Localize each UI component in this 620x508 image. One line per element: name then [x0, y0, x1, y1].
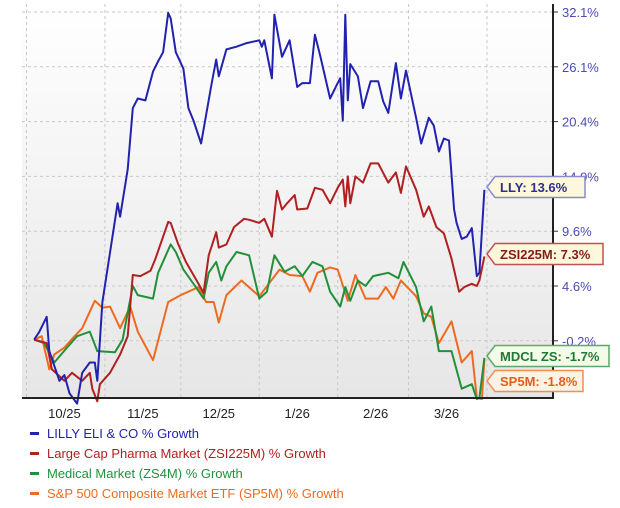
end-value-tag-box — [486, 369, 584, 393]
plot-background — [22, 4, 553, 398]
legend-swatch — [30, 451, 39, 455]
y-tick-label: 4.6% — [562, 279, 592, 294]
legend-item: Medical Market (ZS4M) % Growth — [30, 463, 344, 483]
end-value-tag-box — [486, 175, 586, 199]
y-tick-label: 26.1% — [562, 60, 599, 75]
end-value-tag: SP5M: -1.8% — [486, 369, 584, 393]
series-line-1 — [33, 162, 486, 403]
end-value-tag: MDCL ZS: -1.7% — [486, 344, 610, 368]
legend-swatch — [30, 471, 39, 475]
end-value-tag: ZSI225M: 7.3% — [486, 242, 604, 266]
end-value-tag-text: LLY: 13.6% — [500, 180, 568, 195]
x-tick-label: 10/25 — [48, 406, 81, 420]
legend-label: Large Cap Pharma Market (ZSI225M) % Grow… — [47, 445, 326, 461]
legend-item: S&P 500 Composite Market ETF (SP5M) % Gr… — [30, 483, 344, 503]
legend-swatch — [30, 431, 39, 435]
end-value-tag-text: MDCL ZS: -1.7% — [500, 349, 600, 364]
legend-label: Medical Market (ZS4M) % Growth — [47, 465, 243, 481]
x-tick-label: 2/26 — [363, 406, 388, 420]
y-tick-label: 20.4% — [562, 115, 599, 130]
end-value-tag-box — [486, 242, 604, 266]
end-value-tag: LLY: 13.6% — [486, 175, 586, 199]
end-value-tag-box — [486, 344, 610, 368]
legend-label: LILLY ELI & CO % Growth — [47, 425, 199, 441]
y-tick-label: 9.6% — [562, 224, 592, 239]
end-value-tag-text: SP5M: -1.8% — [500, 374, 578, 389]
legend-item: LILLY ELI & CO % Growth — [30, 423, 344, 443]
line-chart: 32.1%26.1%20.4%14.9%9.6%4.6%-0.2%10/2511… — [22, 4, 610, 420]
legend: LILLY ELI & CO % Growth Large Cap Pharma … — [30, 423, 344, 503]
x-tick-label: 11/25 — [127, 406, 159, 420]
legend-swatch — [30, 491, 39, 495]
series-line-2 — [33, 243, 486, 400]
series-line-0 — [33, 11, 486, 405]
legend-item: Large Cap Pharma Market (ZSI225M) % Grow… — [30, 443, 344, 463]
legend-label: S&P 500 Composite Market ETF (SP5M) % Gr… — [47, 485, 344, 501]
y-tick-label: 32.1% — [562, 5, 599, 20]
x-tick-label: 3/26 — [434, 406, 459, 420]
x-tick-label: 1/26 — [285, 406, 310, 420]
end-value-tag-text: ZSI225M: 7.3% — [500, 247, 591, 262]
x-tick-label: 12/25 — [203, 406, 236, 420]
